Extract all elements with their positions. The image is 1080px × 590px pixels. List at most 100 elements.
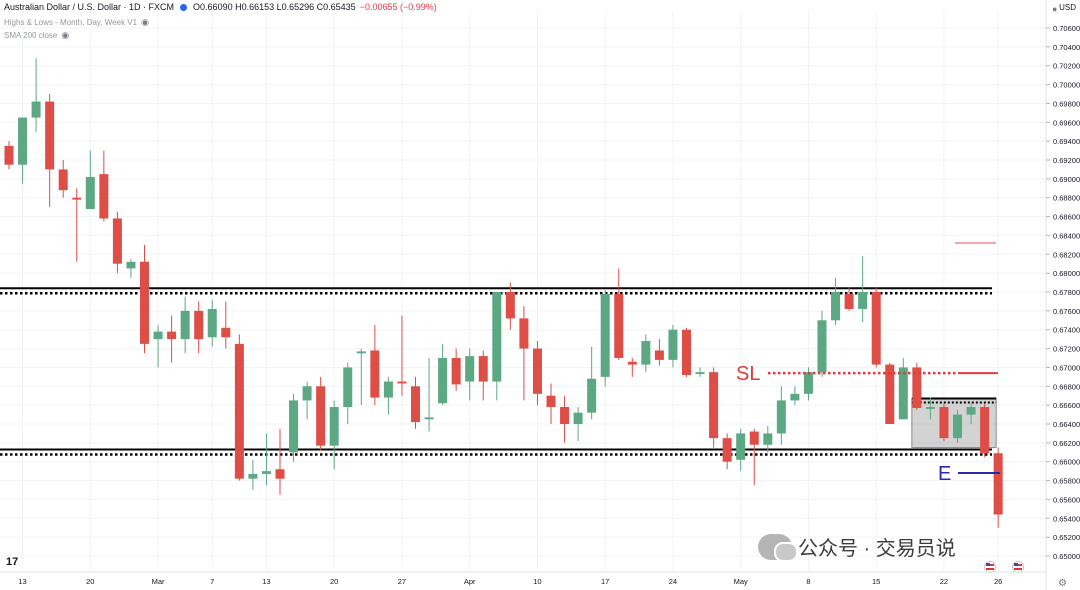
more-icon[interactable]: ● — [1052, 4, 1058, 14]
price-change: −0.00655 (−0.99%) — [359, 2, 437, 12]
candle — [478, 350, 488, 401]
candle-body — [925, 407, 935, 409]
candle-body — [858, 292, 868, 309]
candle-body — [275, 469, 285, 479]
candle — [776, 386, 786, 445]
candles — [4, 58, 1003, 528]
price-tick-label: 0.67600 — [1053, 307, 1080, 316]
price-tick-label: 0.66600 — [1053, 401, 1080, 410]
candle-body — [72, 197, 82, 200]
candle-body — [966, 407, 976, 415]
time-tick-label: Mar — [152, 577, 165, 586]
candle — [370, 325, 380, 406]
candle — [411, 376, 420, 429]
ohlc-values: O0.66090 H0.66153 L0.65296 C0.65435 — [193, 2, 356, 12]
candle-body — [221, 327, 231, 338]
candle — [587, 346, 597, 420]
candle — [140, 244, 149, 354]
indicator-label: SMA 200 close — [4, 31, 58, 40]
watermark: 公众号 · 交易员说 — [758, 532, 956, 562]
candle-body — [167, 331, 177, 340]
candle-body — [736, 433, 746, 460]
candle — [817, 310, 827, 377]
candle — [45, 94, 55, 208]
candle-body — [45, 101, 55, 170]
price-tick-label: 0.66000 — [1053, 458, 1080, 467]
candle-body — [18, 117, 28, 165]
candle — [871, 287, 881, 368]
time-tick-label: 27 — [398, 577, 406, 586]
price-tick-label: 0.68400 — [1053, 231, 1080, 240]
candle-body — [99, 174, 109, 219]
candle-body — [180, 310, 190, 340]
candle — [831, 277, 841, 325]
candle-body — [424, 417, 434, 420]
settings-gear-icon[interactable]: ⚙ — [1058, 578, 1067, 589]
price-tick-label: 0.65800 — [1053, 477, 1080, 486]
time-tick-label: 20 — [86, 577, 94, 586]
tradingview-logo[interactable]: 17 — [6, 556, 19, 568]
candle — [763, 425, 773, 453]
eye-icon[interactable]: ◉ — [141, 17, 149, 27]
candle — [532, 341, 542, 406]
candle — [58, 160, 68, 198]
candle-body — [261, 471, 271, 474]
candle-body — [153, 331, 163, 340]
candle-body — [627, 361, 637, 365]
time-tick-label: May — [734, 577, 748, 586]
candle-body — [980, 407, 990, 454]
candle — [85, 150, 95, 210]
price-tick-label: 0.67800 — [1053, 288, 1080, 297]
currency-label[interactable]: USD — [1059, 3, 1076, 12]
eye-icon[interactable]: ◉ — [61, 30, 70, 40]
trade-annotations: SL E — [736, 363, 1024, 573]
candle — [505, 282, 515, 330]
candle-body — [492, 292, 502, 382]
candle-body — [695, 372, 705, 375]
price-tick-label: 0.67000 — [1053, 363, 1080, 372]
candle — [600, 290, 610, 387]
symbol-title[interactable]: Australian Dollar / U.S. Dollar · 1D · F… — [4, 2, 175, 12]
price-tick-label: 0.68200 — [1053, 250, 1080, 259]
indicator-legend-sma[interactable]: SMA 200 close ◉ — [4, 30, 69, 41]
candle — [844, 287, 854, 311]
candle — [695, 367, 705, 377]
chart-header: Australian Dollar / U.S. Dollar · 1D · F… — [4, 2, 437, 12]
candle — [72, 188, 82, 262]
candle-body — [682, 329, 691, 375]
candle — [668, 325, 678, 368]
candle — [31, 58, 41, 132]
candle-body — [438, 358, 448, 404]
price-tick-label: 0.69200 — [1053, 156, 1080, 165]
indicator-legend-highs-lows[interactable]: Highs & Lows - Month, Day, Week V1 ◉ — [4, 17, 149, 28]
candle-body — [776, 400, 786, 434]
candle-body — [939, 407, 949, 439]
candle-body — [356, 351, 366, 354]
candle — [546, 383, 556, 424]
candle — [682, 327, 691, 377]
candle-body — [532, 348, 542, 394]
candle — [153, 325, 163, 368]
candle — [966, 403, 976, 424]
candle-body — [763, 433, 773, 445]
candle-body — [560, 407, 570, 424]
price-axis: 0.70600 0.70400 0.70200 0.70000 0.69800 0.696… — [1045, 0, 1080, 590]
candle — [383, 376, 393, 415]
candle-body — [573, 412, 583, 424]
watermark-text: 公众号 · 交易员说 — [798, 538, 956, 560]
price-tick-label: 0.67200 — [1053, 345, 1080, 354]
candle — [641, 334, 651, 373]
indicator-label: Highs & Lows - Month, Day, Week V1 — [4, 18, 138, 27]
candle-body — [465, 356, 475, 382]
candle — [112, 211, 122, 274]
candle — [953, 409, 962, 443]
price-tick-label: 0.70400 — [1053, 43, 1080, 52]
time-tick-label: 26 — [994, 577, 1002, 586]
candle-body — [749, 431, 759, 445]
candle-body — [207, 308, 217, 338]
candle — [356, 348, 366, 406]
candle — [234, 334, 244, 481]
candle — [709, 367, 719, 448]
price-tick-label: 0.70200 — [1053, 62, 1080, 71]
